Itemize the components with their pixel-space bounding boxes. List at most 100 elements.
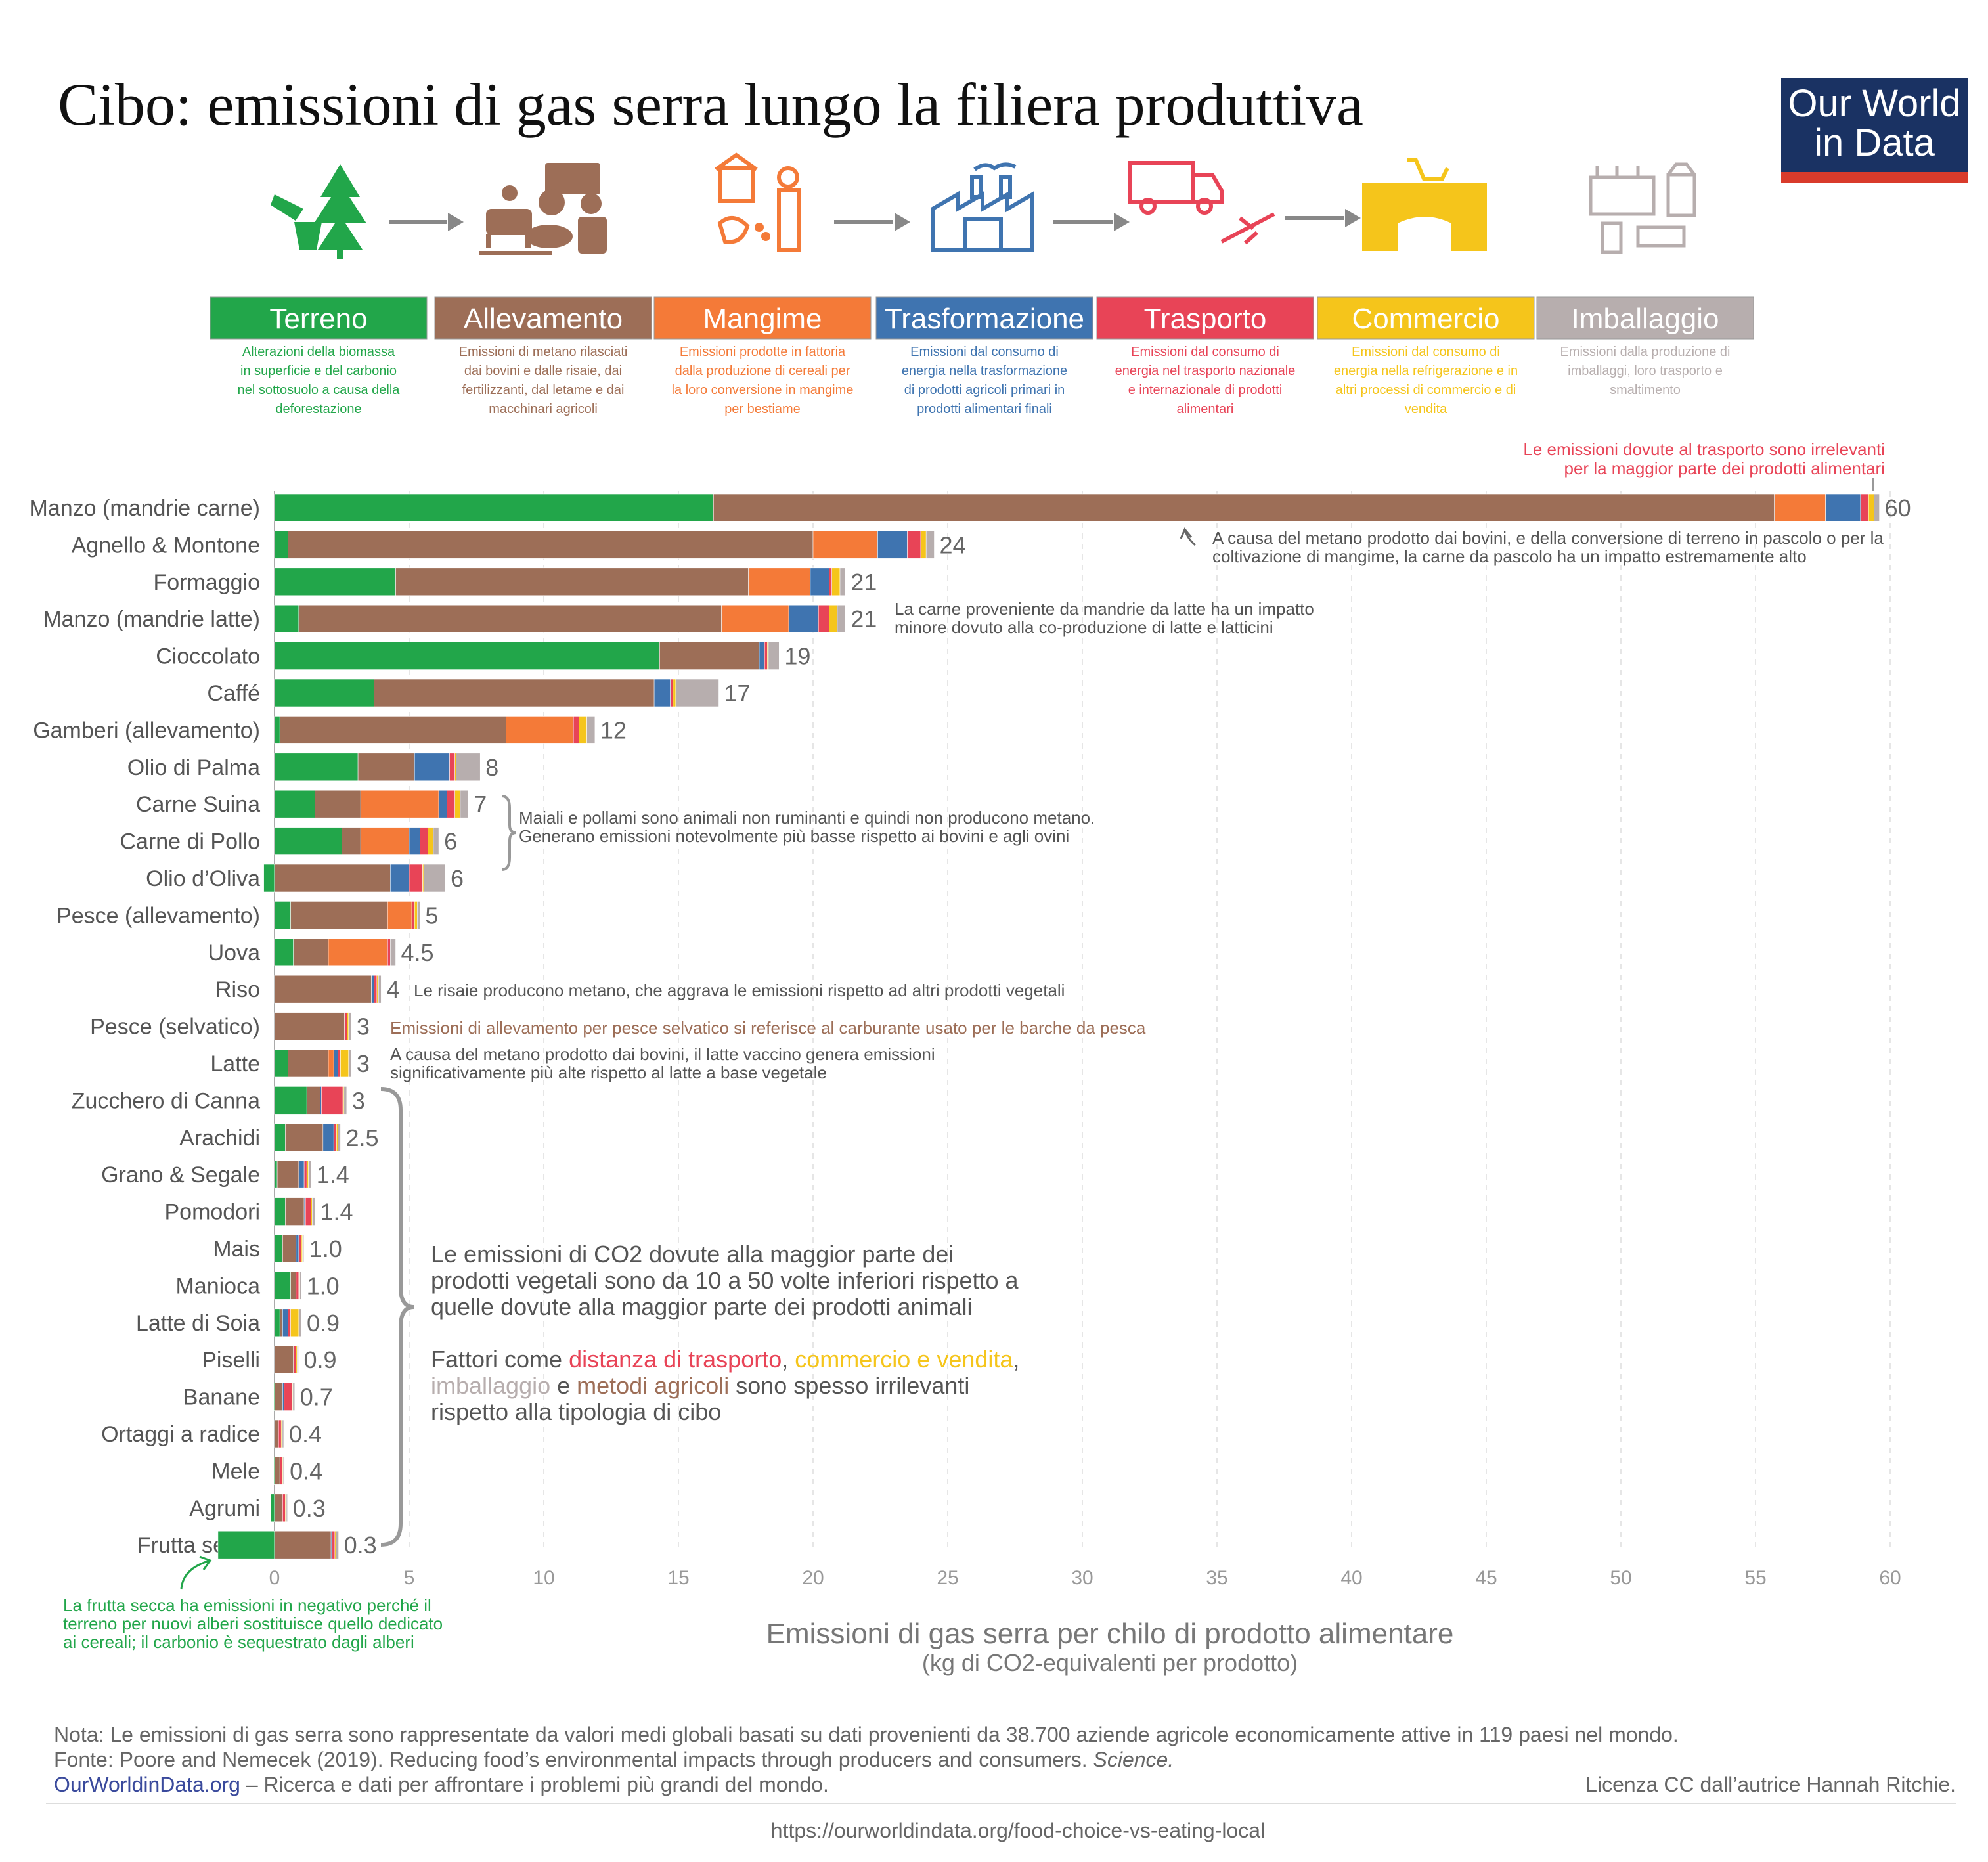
bar-total-label: 0.9 (307, 1310, 340, 1337)
bar-segment-imballaggio (586, 716, 596, 744)
bar-segment-trasporto (303, 1160, 307, 1189)
legend-desc-mangime: la loro conversione in mangime (672, 383, 854, 397)
footer-license: Licenza CC dall’autrice Hannah Ritchie. (1585, 1773, 1956, 1796)
x-axis-subtitle: (kg di CO2-equivalenti per prodotto) (922, 1649, 1298, 1676)
bar-total-label: 21 (850, 606, 877, 632)
bar-row: Banane 0.7 (183, 1383, 333, 1411)
x-tick-label: 30 (1071, 1567, 1093, 1589)
x-tick-label: 45 (1475, 1567, 1497, 1589)
bar-segment-trasformazione (282, 1383, 285, 1411)
x-tick-label: 0 (269, 1567, 280, 1589)
bar-total-label: 19 (784, 643, 810, 670)
logo-line-1: Our World (1788, 82, 1961, 125)
bar-segment-trasformazione (282, 1308, 288, 1337)
footer-site-link[interactable]: OurWorldinData.org (54, 1773, 240, 1796)
bar-segment-terreno (274, 1086, 307, 1115)
row-label: Carne di Pollo (120, 830, 260, 854)
bar-row: Manzo (mandrie latte) 21 (43, 604, 877, 633)
annotation-plants-3: quelle dovute alla maggior parte dei pro… (431, 1293, 973, 1320)
row-label: Manzo (mandrie carne) (30, 496, 260, 521)
bar-segment-trasporto (1860, 493, 1869, 522)
bar-total-label: 1.0 (309, 1235, 342, 1262)
annotation-plants-brace (380, 1087, 414, 1547)
bar-segment-imballaggio (925, 531, 935, 559)
bar-segment-trasporto (344, 1012, 347, 1040)
bar-segment-trasporto (374, 975, 378, 1004)
bar-total-label: 0.7 (300, 1384, 333, 1411)
legend-label-terreno: Terreno (269, 303, 367, 335)
bar-segment-commercio (920, 531, 927, 559)
bar-total-label: 0.3 (293, 1495, 326, 1522)
bar-segment-commercio (290, 1308, 299, 1337)
bar-segment-mangime (360, 789, 439, 818)
owid-logo[interactable]: Our World in Data (1781, 78, 1968, 183)
supermarket-icon (1362, 158, 1487, 251)
bar-total-label: 21 (850, 569, 877, 596)
bar-segment-commercio (414, 901, 418, 929)
bar-segment-terreno (274, 1049, 288, 1078)
bar-segment-terreno (274, 901, 291, 929)
factory-icon (931, 162, 1034, 252)
bar-segment-trasporto (282, 1494, 286, 1522)
bar-total-label: 17 (724, 680, 751, 707)
legend-label-allevamento: Allevamento (464, 303, 623, 335)
x-tick-label: 50 (1610, 1567, 1631, 1589)
footer-source: Fonte: Poore and Nemecek (2019). Reducin… (54, 1748, 1174, 1771)
bar-segment-allevamento (274, 1383, 283, 1411)
row-label: Formaggio (153, 570, 260, 595)
bar-total-label: 7 (474, 791, 487, 818)
bar-row: Grano & Segale 1.4 (101, 1160, 349, 1189)
legend-desc-imballaggio: smaltimento (1610, 383, 1681, 397)
bar-segment-trasporto (293, 1345, 297, 1374)
bar-segment-terreno (274, 753, 359, 782)
footer-site: OurWorldinData.org – Ricerca e dati per … (54, 1773, 829, 1796)
bar-segment-imballaggio (336, 1530, 339, 1559)
bar-segment-allevamento (288, 1049, 329, 1078)
bar-segment-imballaggio (837, 604, 846, 633)
bar-total-label: 8 (485, 754, 498, 781)
bar-segment-trasformazione (298, 1160, 305, 1189)
bar-total-label: 1.4 (317, 1161, 349, 1188)
arrow-head-icon (895, 213, 910, 231)
bar-segment-imballaggio (292, 1383, 296, 1411)
bar-segment-mangime (1774, 493, 1826, 522)
bar-total-label: 24 (940, 531, 966, 558)
bar-total-label: 0.4 (289, 1421, 322, 1448)
bar-segment-allevamento (306, 1086, 321, 1115)
bar-row: Carne Suina 7 (136, 789, 487, 818)
truck-plane-icon (1128, 161, 1275, 245)
footer-url[interactable]: https://ourworldindata.org/food-choice-v… (771, 1819, 1265, 1842)
legend-label-mangime: Mangime (703, 303, 822, 335)
bar-segment-commercio (311, 1197, 313, 1226)
bar-segment-commercio (829, 604, 838, 633)
bar-segment-allevamento (298, 604, 722, 633)
bar-segment-commercio (340, 1049, 349, 1078)
row-label: Agnello & Montone (72, 533, 260, 558)
bar-segment-imballaggio (456, 753, 481, 782)
row-label: Mais (213, 1237, 260, 1262)
bar-segment-trasporto (447, 789, 456, 818)
bar-segment-terreno (274, 567, 396, 596)
legend-desc-commercio: Emissioni dal consumo di (1352, 345, 1500, 359)
row-label: Banane (183, 1385, 260, 1410)
bar-area: Manzo (mandrie carne) 60 Agnello & Montone… (30, 493, 1911, 1559)
bar-segment-commercio (306, 1160, 309, 1189)
x-tick-label: 25 (937, 1567, 958, 1589)
bar-segment-trasporto (829, 567, 832, 596)
annotation-pig-1: Maiali e pollami sono animali non rumina… (519, 808, 1095, 828)
bar-segment-trasporto (449, 753, 455, 782)
legend-desc-allevamento: dai bovini e dalle risaie, dai (464, 364, 622, 378)
x-tick-label: 10 (533, 1567, 554, 1589)
bar-segment-imballaggio (343, 1086, 347, 1115)
x-tick-label: 55 (1744, 1567, 1766, 1589)
bar-segment-trasporto (321, 1086, 343, 1115)
bar-segment-trasporto (764, 642, 768, 670)
bar-segment-trasporto (333, 1123, 337, 1152)
bar-segment-terreno (274, 938, 294, 967)
row-label: Gamberi (allevamento) (33, 718, 260, 743)
bar-segment-terreno (274, 1234, 283, 1263)
bar-row: Gamberi (allevamento) 12 (33, 716, 627, 744)
row-label: Riso (215, 977, 260, 1002)
annotation-pig-2: Generano emissioni notevolmente più bass… (519, 826, 1069, 846)
legend-desc-trasformazione: Emissioni dal consumo di (910, 345, 1059, 359)
